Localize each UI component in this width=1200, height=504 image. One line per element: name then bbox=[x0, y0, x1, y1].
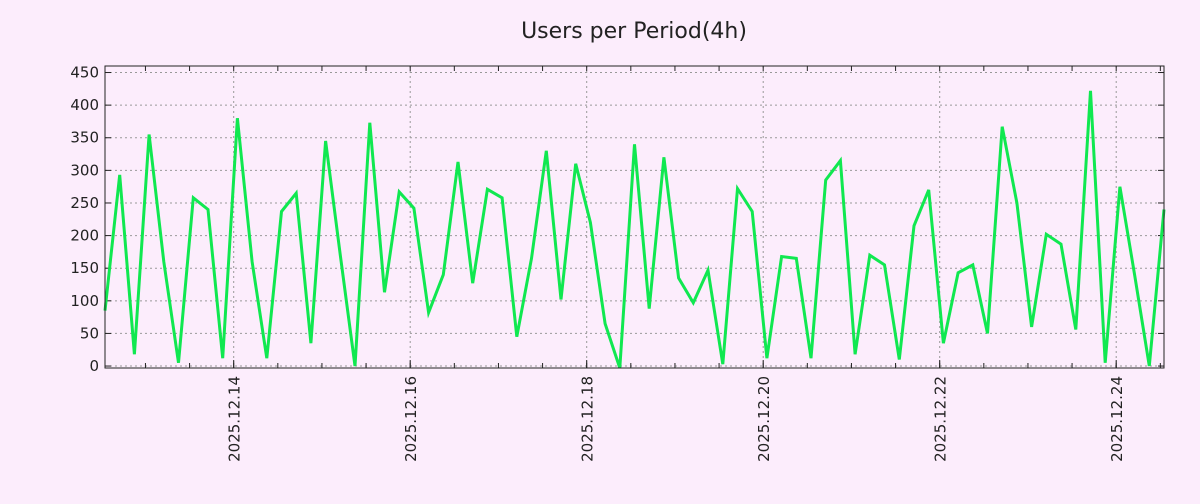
y-axis: 0 50 100 150 200 250 300 350 400 450 bbox=[70, 64, 1164, 376]
x-tick-label: 2025.12.14 bbox=[226, 376, 244, 462]
x-tick-label: 2025.12.22 bbox=[932, 376, 950, 462]
y-tick-label: 350 bbox=[70, 129, 99, 147]
chart-title: Users per Period(4h) bbox=[521, 19, 747, 44]
y-tick-label: 100 bbox=[70, 292, 99, 310]
x-tick-label: 2025.12.16 bbox=[402, 376, 420, 462]
y-tick-label: 0 bbox=[89, 357, 99, 375]
y-tick-label: 50 bbox=[80, 324, 99, 342]
series-line bbox=[105, 91, 1164, 368]
x-tick-label: 2025.12.24 bbox=[1108, 376, 1126, 462]
y-tick-label: 250 bbox=[70, 194, 99, 212]
grid bbox=[105, 66, 1164, 368]
y-tick-label: 400 bbox=[70, 96, 99, 114]
y-tick-label: 200 bbox=[70, 227, 99, 245]
y-tick-label: 450 bbox=[70, 64, 99, 82]
plot-frame bbox=[105, 66, 1164, 368]
y-tick-label: 300 bbox=[70, 161, 99, 179]
x-tick-label: 2025.12.20 bbox=[755, 376, 773, 462]
x-tick-label: 2025.12.18 bbox=[579, 376, 597, 462]
y-tick-label: 150 bbox=[70, 259, 99, 277]
